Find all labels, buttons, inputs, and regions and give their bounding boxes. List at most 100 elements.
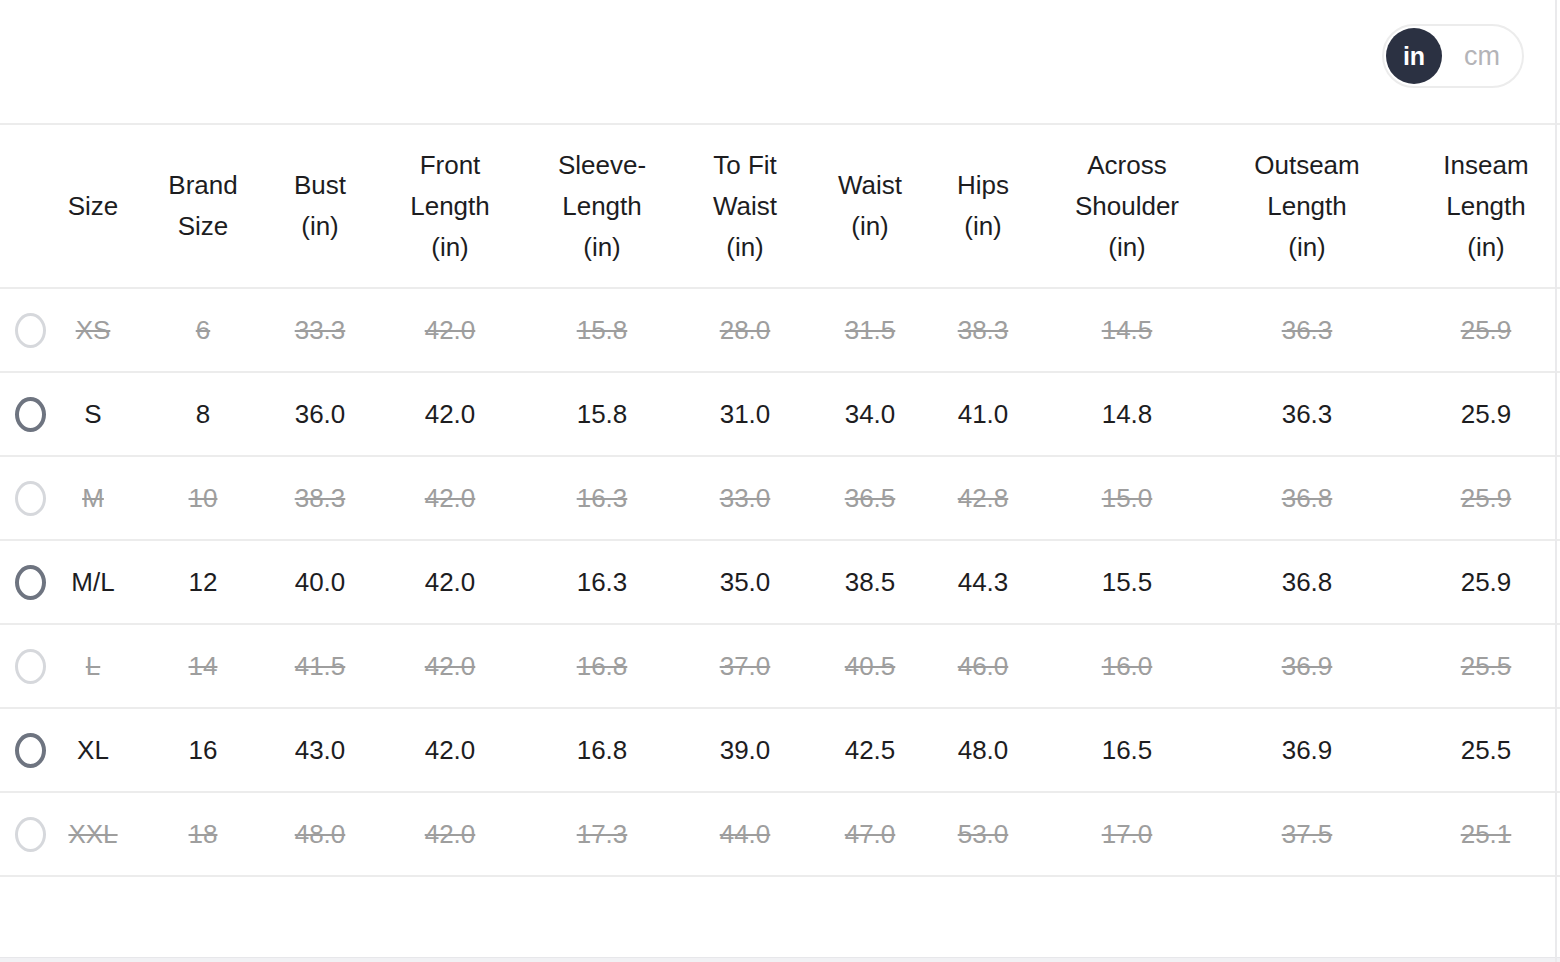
size-radio[interactable] bbox=[15, 733, 46, 768]
col-header-brand-size: Brand Size bbox=[126, 124, 280, 288]
measurement-value: 36.9 bbox=[1202, 624, 1412, 708]
measurement-value: 17.0 bbox=[1052, 792, 1202, 876]
measurement-value: 25.5 bbox=[1412, 624, 1560, 708]
panel-footer-divider bbox=[0, 957, 1560, 962]
radio-cell bbox=[0, 540, 60, 624]
measurement-value: 38.3 bbox=[914, 288, 1052, 372]
measurement-value: 39.0 bbox=[664, 708, 826, 792]
measurement-value: 41.5 bbox=[280, 624, 360, 708]
measurement-value: 38.3 bbox=[280, 456, 360, 540]
measurement-value: 36.3 bbox=[1202, 372, 1412, 456]
measurement-value: 16 bbox=[126, 708, 280, 792]
size-chart-topbar: in cm bbox=[0, 0, 1560, 123]
measurement-value: 6 bbox=[126, 288, 280, 372]
size-row-xl[interactable]: XL 16 43.0 42.0 16.8 39.0 42.5 48.0 16.5… bbox=[0, 708, 1560, 792]
measurement-value: 37.0 bbox=[664, 624, 826, 708]
unit-toggle: in cm bbox=[1382, 24, 1524, 88]
col-header-size: Size bbox=[60, 124, 126, 288]
col-header-sleeve-length: Sleeve- Length (in) bbox=[540, 124, 664, 288]
radio-cell bbox=[0, 372, 60, 456]
size-radio bbox=[15, 817, 46, 852]
measurement-value: 34.0 bbox=[826, 372, 914, 456]
measurement-value: 40.0 bbox=[280, 540, 360, 624]
measurement-value: 48.0 bbox=[914, 708, 1052, 792]
size-row-xxl: XXL 18 48.0 42.0 17.3 44.0 47.0 53.0 17.… bbox=[0, 792, 1560, 876]
col-header-inseam-length: Inseam Length (in) bbox=[1412, 124, 1560, 288]
measurement-value: 33.3 bbox=[280, 288, 360, 372]
size-label: XXL bbox=[60, 792, 126, 876]
measurement-value: 42.0 bbox=[360, 288, 540, 372]
measurement-value: 47.0 bbox=[826, 792, 914, 876]
col-header-across-shoulder: Across Shoulder (in) bbox=[1052, 124, 1202, 288]
measurement-value: 36.3 bbox=[1202, 288, 1412, 372]
measurement-value: 42.0 bbox=[360, 792, 540, 876]
measurement-value: 36.9 bbox=[1202, 708, 1412, 792]
measurement-value: 36.0 bbox=[280, 372, 360, 456]
measurement-value: 42.5 bbox=[826, 708, 914, 792]
measurement-value: 25.9 bbox=[1412, 372, 1560, 456]
measurement-value: 25.1 bbox=[1412, 792, 1560, 876]
radio-cell bbox=[0, 792, 60, 876]
measurement-value: 53.0 bbox=[914, 792, 1052, 876]
unit-cm-button[interactable]: cm bbox=[1442, 41, 1522, 72]
measurement-value: 25.9 bbox=[1412, 540, 1560, 624]
measurement-value: 42.0 bbox=[360, 708, 540, 792]
unit-in-button[interactable]: in bbox=[1386, 28, 1442, 84]
measurement-value: 14 bbox=[126, 624, 280, 708]
size-radio[interactable] bbox=[15, 565, 46, 600]
measurement-value: 42.0 bbox=[360, 624, 540, 708]
col-header-outseam-length: Outseam Length (in) bbox=[1202, 124, 1412, 288]
radio-cell bbox=[0, 624, 60, 708]
radio-cell bbox=[0, 708, 60, 792]
measurement-value: 16.3 bbox=[540, 540, 664, 624]
measurement-value: 14.5 bbox=[1052, 288, 1202, 372]
measurement-value: 38.5 bbox=[826, 540, 914, 624]
measurement-value: 15.8 bbox=[540, 372, 664, 456]
measurement-value: 42.0 bbox=[360, 540, 540, 624]
size-label: XS bbox=[60, 288, 126, 372]
measurement-value: 44.0 bbox=[664, 792, 826, 876]
measurement-value: 35.0 bbox=[664, 540, 826, 624]
size-radio[interactable] bbox=[15, 397, 46, 432]
measurement-value: 36.8 bbox=[1202, 456, 1412, 540]
radio-cell bbox=[0, 288, 60, 372]
measurement-value: 46.0 bbox=[914, 624, 1052, 708]
measurement-value: 16.8 bbox=[540, 708, 664, 792]
col-header-waist: Waist (in) bbox=[826, 124, 914, 288]
measurement-value: 31.0 bbox=[664, 372, 826, 456]
measurement-value: 40.5 bbox=[826, 624, 914, 708]
measurement-value: 16.0 bbox=[1052, 624, 1202, 708]
measurement-value: 15.8 bbox=[540, 288, 664, 372]
size-label: M/L bbox=[60, 540, 126, 624]
measurement-value: 48.0 bbox=[280, 792, 360, 876]
measurement-value: 16.3 bbox=[540, 456, 664, 540]
measurement-value: 31.5 bbox=[826, 288, 914, 372]
size-label: M bbox=[60, 456, 126, 540]
measurement-value: 33.0 bbox=[664, 456, 826, 540]
measurement-value: 28.0 bbox=[664, 288, 826, 372]
measurement-value: 16.5 bbox=[1052, 708, 1202, 792]
size-radio bbox=[15, 649, 46, 684]
size-row-xs: XS 6 33.3 42.0 15.8 28.0 31.5 38.3 14.5 … bbox=[0, 288, 1560, 372]
size-label: XL bbox=[60, 708, 126, 792]
measurement-value: 43.0 bbox=[280, 708, 360, 792]
size-chart-panel: in cm Size Brand Size Bust (in) Front Le… bbox=[0, 0, 1560, 962]
measurement-value: 25.9 bbox=[1412, 288, 1560, 372]
col-header-bust: Bust (in) bbox=[280, 124, 360, 288]
radio-cell bbox=[0, 456, 60, 540]
measurement-value: 14.8 bbox=[1052, 372, 1202, 456]
measurement-value: 37.5 bbox=[1202, 792, 1412, 876]
measurement-value: 17.3 bbox=[540, 792, 664, 876]
col-header-to-fit-waist: To Fit Waist (in) bbox=[664, 124, 826, 288]
measurement-value: 25.9 bbox=[1412, 456, 1560, 540]
size-label: L bbox=[60, 624, 126, 708]
measurement-value: 12 bbox=[126, 540, 280, 624]
size-row-ml[interactable]: M/L 12 40.0 42.0 16.3 35.0 38.5 44.3 15.… bbox=[0, 540, 1560, 624]
size-label: S bbox=[60, 372, 126, 456]
measurement-value: 42.0 bbox=[360, 372, 540, 456]
panel-right-border bbox=[1555, 0, 1557, 962]
size-row-s[interactable]: S 8 36.0 42.0 15.8 31.0 34.0 41.0 14.8 3… bbox=[0, 372, 1560, 456]
measurement-value: 15.5 bbox=[1052, 540, 1202, 624]
measurement-value: 18 bbox=[126, 792, 280, 876]
measurement-value: 8 bbox=[126, 372, 280, 456]
